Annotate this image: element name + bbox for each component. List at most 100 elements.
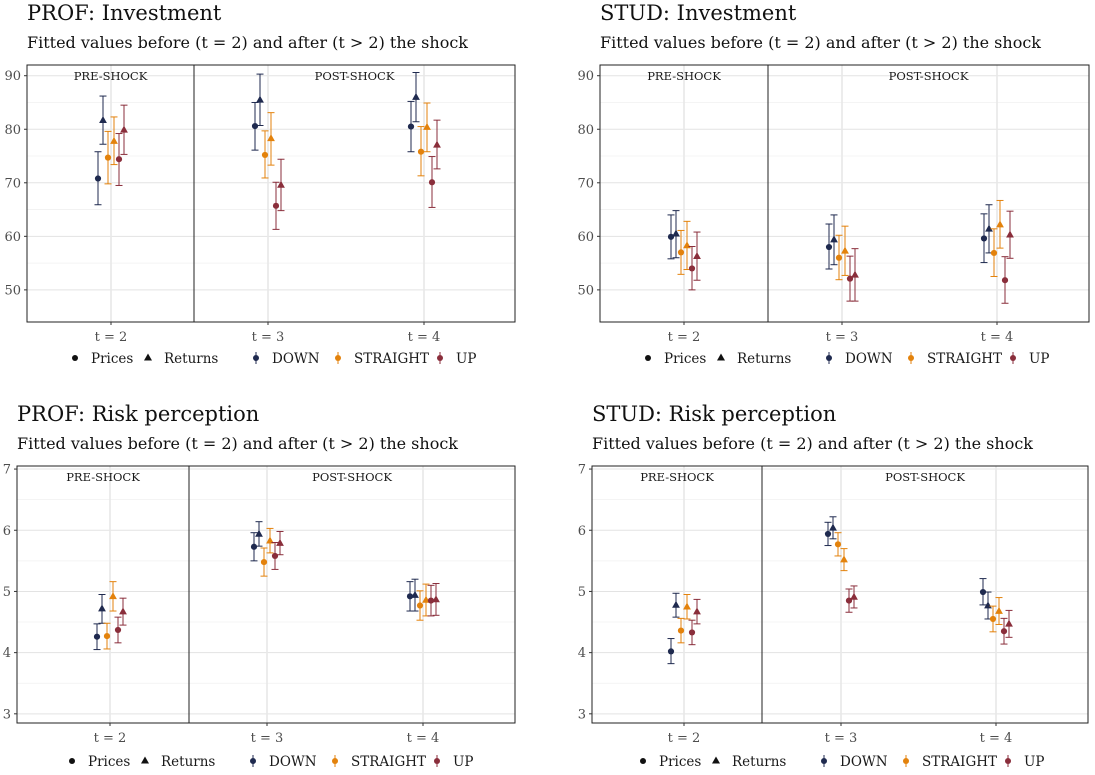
data-point-circle xyxy=(1001,277,1009,284)
plot-area: PRE-SHOCK POST-SHOCK 3 4 5 6 7 t = 2 t = 3 t = 4 P… xyxy=(578,463,1089,770)
chart-subtitle: Fitted values before (t = 2) and after (… xyxy=(27,33,468,52)
chart-title: STUD: Risk perception xyxy=(592,402,837,426)
legend-color-icon xyxy=(250,758,256,764)
plot-area: PRE-SHOCK POST-SHOCK 50 60 70 80 90 t = 2 t = 3 t… xyxy=(577,64,1090,367)
data-point-triangle xyxy=(995,606,1003,614)
y-tick-label: 4 xyxy=(3,646,11,661)
y-tick-label: 3 xyxy=(578,707,586,722)
y-tick-label: 7 xyxy=(3,463,11,478)
y-tick-label: 5 xyxy=(3,585,11,600)
legend-color-icon xyxy=(437,355,443,361)
legend-label: DOWN xyxy=(272,351,320,367)
data-point-triangle xyxy=(851,270,859,278)
data-point-triangle xyxy=(693,607,701,615)
data-point-triangle xyxy=(683,602,691,610)
legend-label: Prices xyxy=(659,754,701,770)
data-point-circle xyxy=(979,588,987,596)
legend-label: Prices xyxy=(88,754,130,770)
facet-label-pre-shock: PRE-SHOCK xyxy=(647,69,721,83)
data-point-triangle xyxy=(829,523,837,531)
data-point-circle xyxy=(94,175,102,182)
y-tick-label: 6 xyxy=(578,524,586,539)
data-point-triangle xyxy=(266,536,274,544)
data-point-triangle xyxy=(255,529,263,537)
plot-border xyxy=(16,465,516,724)
x-tick-label: t = 4 xyxy=(980,731,1013,746)
legend-label: Returns xyxy=(732,754,786,770)
chart-subtitle: Fitted values before (t = 2) and after (… xyxy=(17,434,458,453)
legend-color-icon xyxy=(1005,758,1011,764)
data-point-circle xyxy=(115,156,123,163)
data-point-triangle xyxy=(985,224,993,232)
data-point-circle xyxy=(677,627,685,634)
y-tick-label: 5 xyxy=(578,585,586,600)
data-point-triangle xyxy=(423,122,431,130)
x-tick-label: t = 4 xyxy=(408,330,441,345)
data-point-triangle xyxy=(672,229,680,237)
data-point-circle xyxy=(688,265,696,272)
legend-circle-icon xyxy=(72,355,78,361)
legend-label: UP xyxy=(456,351,476,367)
legend-circle-icon xyxy=(69,758,75,764)
y-tick-label: 90 xyxy=(4,69,21,84)
legend-label: Prices xyxy=(664,351,706,367)
legend-label: UP xyxy=(453,754,473,770)
data-point-triangle xyxy=(672,600,680,608)
plot-area: PRE-SHOCK POST-SHOCK 3 4 5 6 7 t = 2 t = 3 t = 4 P… xyxy=(3,463,516,770)
data-point-circle xyxy=(835,254,843,261)
data-point-triangle xyxy=(98,604,106,612)
data-point-circle xyxy=(103,633,111,640)
data-point-triangle xyxy=(1006,230,1014,238)
legend-label: Returns xyxy=(737,351,791,367)
data-point-circle xyxy=(677,249,685,256)
legend-color-icon xyxy=(821,758,827,764)
data-point-triangle xyxy=(830,235,838,243)
legend-label: DOWN xyxy=(269,754,317,770)
data-point-circle xyxy=(1000,628,1008,635)
y-tick-label: 80 xyxy=(577,123,594,138)
legend-color-icon xyxy=(335,355,341,361)
data-point-triangle xyxy=(267,134,275,142)
data-point-triangle xyxy=(693,251,701,259)
legend-label: STRAIGHT xyxy=(927,351,1002,367)
data-point-circle xyxy=(93,633,101,640)
data-point-circle xyxy=(251,122,259,130)
data-point-circle xyxy=(104,154,112,161)
data-point-triangle xyxy=(433,140,441,148)
legend-label: Returns xyxy=(161,754,215,770)
data-point-circle xyxy=(271,552,279,560)
data-point-triangle xyxy=(841,246,849,254)
x-tick-label: t = 2 xyxy=(94,731,127,746)
data-point-circle xyxy=(667,233,675,240)
data-point-circle xyxy=(825,243,833,251)
chart-panel-prof-investment: PROF: Investment Fitted values before (t… xyxy=(0,0,530,380)
data-point-triangle xyxy=(120,125,128,133)
data-point-triangle xyxy=(276,538,284,546)
legend-label: STRAIGHT xyxy=(922,754,997,770)
data-point-circle xyxy=(272,202,280,209)
data-point-circle xyxy=(250,543,258,550)
legend-color-icon xyxy=(903,758,909,764)
data-point-circle xyxy=(260,558,268,566)
data-point-triangle xyxy=(432,595,440,603)
legend-circle-icon xyxy=(640,758,646,764)
data-point-circle xyxy=(834,541,842,548)
legend-triangle-icon xyxy=(141,756,149,764)
x-tick-label: t = 3 xyxy=(825,731,858,746)
legend-label: STRAIGHT xyxy=(354,351,429,367)
y-tick-label: 6 xyxy=(3,524,11,539)
legend-color-icon xyxy=(253,355,259,361)
legend-color-icon xyxy=(908,355,914,361)
data-point-circle xyxy=(407,123,415,130)
data-point-circle xyxy=(114,626,122,634)
data-point-triangle xyxy=(1005,619,1013,627)
legend-label: STRAIGHT xyxy=(351,754,426,770)
x-tick-label: t = 4 xyxy=(407,731,440,746)
data-point-circle xyxy=(416,602,424,609)
facet-label-post-shock: POST-SHOCK xyxy=(312,470,392,484)
data-point-circle xyxy=(417,148,425,155)
chart-panel-prof-risk: PROF: Risk perception Fitted values befo… xyxy=(0,398,530,775)
legend-label: DOWN xyxy=(845,351,893,367)
x-tick-label: t = 3 xyxy=(826,330,859,345)
facet-label-post-shock: POST-SHOCK xyxy=(315,69,395,83)
